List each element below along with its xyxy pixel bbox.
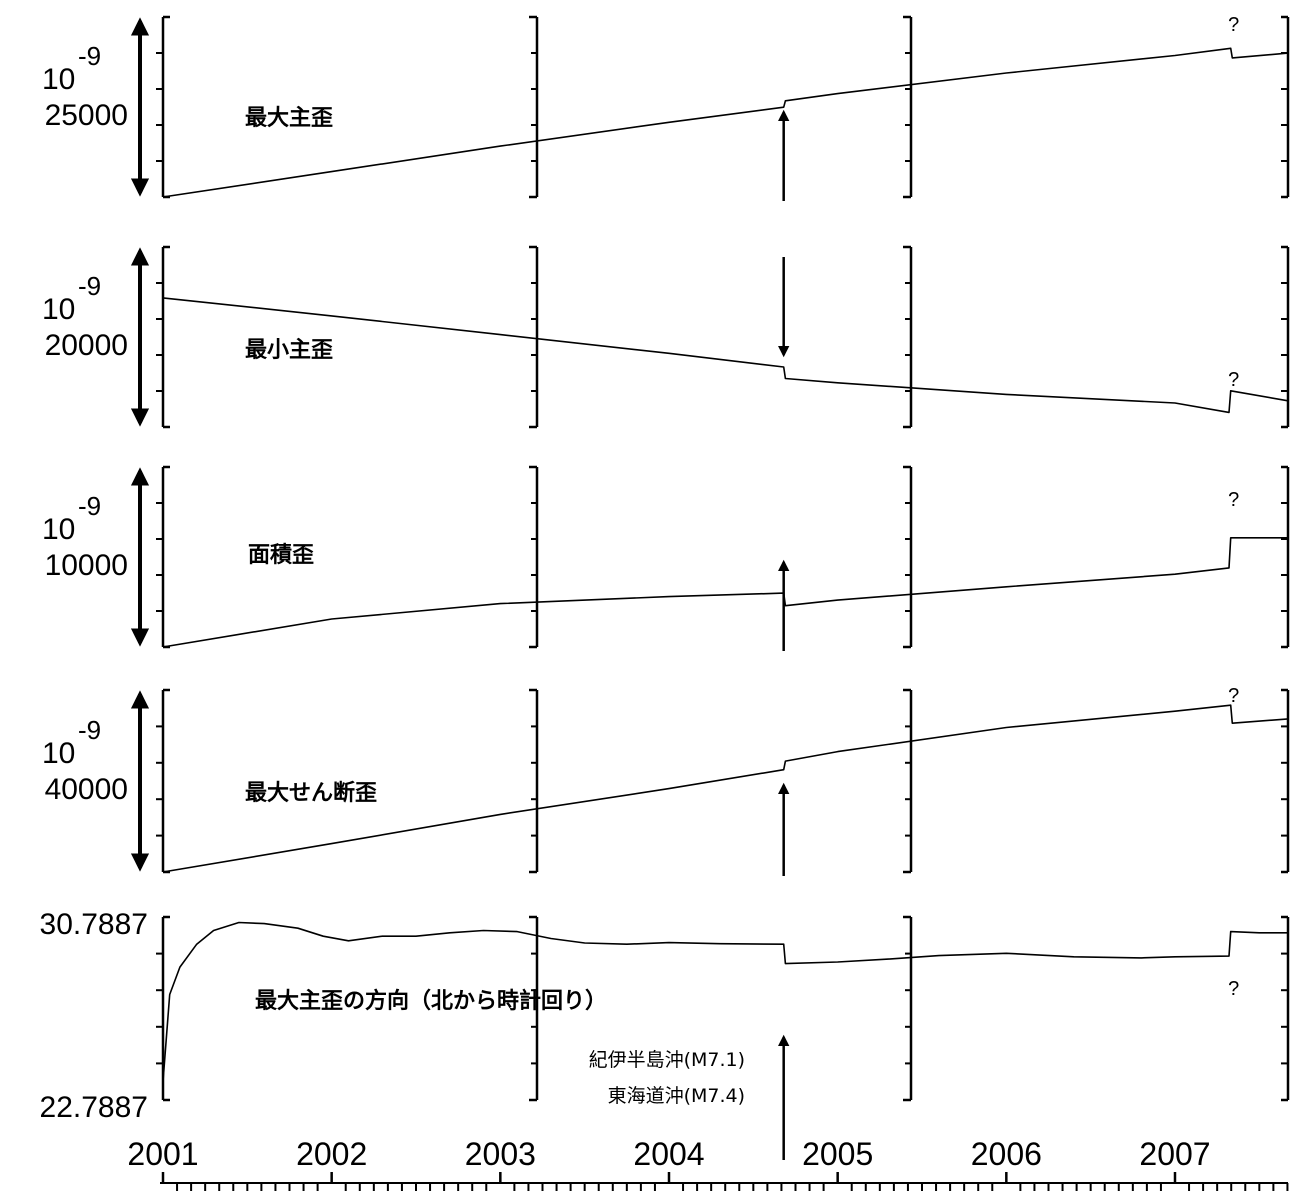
scale-exponent-label: -9 [78, 715, 101, 745]
panel-label: 最大主歪 [245, 106, 333, 131]
year-label: 2001 [127, 1136, 198, 1172]
year-label: 2006 [971, 1136, 1042, 1172]
series-line [162, 537, 1288, 648]
scale-exponent-label: -9 [78, 491, 101, 521]
scale-unit-label: 10 [42, 513, 75, 546]
series-line [162, 921, 1288, 1082]
event-label-kii: 紀伊半島沖(M7.1) [589, 1049, 745, 1071]
scale-value-label: 25000 [45, 99, 128, 132]
event-label-tokaido: 東海道沖(M7.4) [608, 1085, 745, 1107]
time-axis: 2001 2002 2003 2004 2005 2006 2007 [127, 1136, 1289, 1191]
panel-label: 面積歪 [248, 543, 314, 568]
year-label: 2005 [802, 1136, 873, 1172]
series-line [162, 47, 1289, 198]
year-label: 2007 [1139, 1136, 1210, 1172]
time-axis-minor-ticks [176, 1183, 1289, 1191]
time-axis-labels: 2001 2002 2003 2004 2005 2006 2007 [127, 1136, 1210, 1172]
year-label: 2003 [465, 1136, 536, 1172]
scale-value-label: 20000 [45, 329, 128, 362]
panels: 最大主歪10-925000?最小主歪10-920000?面積歪10-910000… [40, 14, 1290, 1160]
panel-3: 面積歪 10-9 10000? [42, 465, 1290, 651]
y-tick-label-top: 30.7887 [40, 908, 148, 941]
scale-unit-label: 10 [42, 293, 75, 326]
panel-1: 最大主歪 10-9 25000? [42, 14, 1290, 201]
question-mark: ? [1228, 685, 1239, 707]
panel-label: 最大せん断歪 [245, 780, 377, 806]
series-line [162, 704, 1289, 873]
year-label: 2002 [296, 1136, 367, 1172]
panel-label: 最大主歪の方向（北から時計回り） [255, 988, 607, 1014]
question-mark: ? [1228, 489, 1239, 511]
question-mark: ? [1228, 369, 1239, 391]
scale-exponent-label: -9 [78, 41, 101, 71]
series-line [162, 297, 1289, 414]
question-mark: ? [1228, 978, 1239, 1000]
scale-unit-label: 10 [42, 737, 75, 770]
panel-4: 最大せん断歪 10-9 40000? [42, 685, 1290, 876]
time-axis-year-ticks [161, 1172, 1177, 1183]
question-mark: ? [1228, 14, 1239, 36]
event-labels: 紀伊半島沖(M7.1) 東海道沖(M7.4) [589, 1049, 745, 1107]
panel-5: 最大主歪の方向（北から時計回り） 30.7887 22.7887? [40, 908, 1290, 1160]
scale-value-label: 10000 [45, 549, 128, 582]
panel-2: 最小主歪 10-9 20000? [42, 245, 1290, 429]
scale-exponent-label: -9 [78, 271, 101, 301]
y-tick-label-bottom: 22.7887 [40, 1091, 148, 1124]
panel-label: 最小主歪 [245, 338, 333, 363]
year-label: 2004 [633, 1136, 704, 1172]
scale-value-label: 40000 [45, 773, 128, 806]
scale-unit-label: 10 [42, 63, 75, 96]
